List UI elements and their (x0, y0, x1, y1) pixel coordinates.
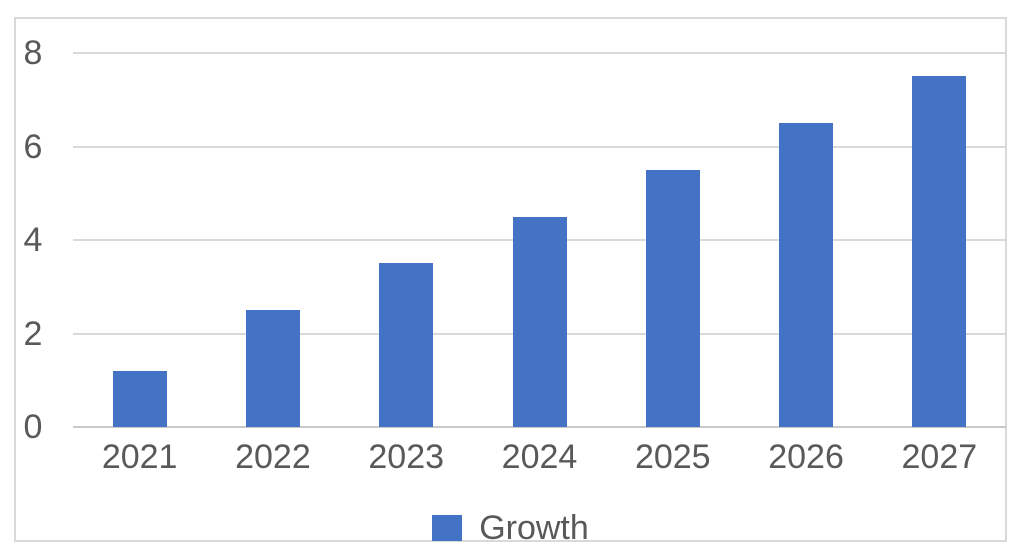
y-axis: 0 2 4 6 8 (18, 34, 58, 446)
x-tick-label-2027: 2027 (901, 438, 978, 476)
x-tick-label-2023: 2023 (368, 438, 445, 476)
plot-area (73, 52, 1006, 428)
bar-2023 (379, 263, 434, 427)
y-tick-label-6: 6 (23, 127, 43, 166)
legend-swatch-growth (432, 515, 463, 541)
y-tick-label-8: 8 (23, 34, 43, 72)
gridline-0 (73, 426, 1006, 428)
x-tick-label-2024: 2024 (501, 438, 578, 476)
bar-2025 (645, 169, 700, 427)
x-tick-label-2025: 2025 (634, 438, 711, 476)
x-tick-label-2021: 2021 (101, 438, 178, 476)
y-tick-label-4: 4 (23, 221, 43, 259)
x-tick-label-2026: 2026 (768, 438, 844, 476)
y-tick-label-2: 2 (23, 314, 43, 353)
legend-label-growth: Growth (479, 509, 589, 547)
bar-2024 (512, 216, 567, 427)
x-tick-label-2022: 2022 (235, 438, 311, 476)
gridline-6 (73, 145, 1006, 148)
gridline-8 (73, 52, 1006, 54)
bar-2026 (779, 123, 834, 427)
bar-2021 (112, 370, 167, 427)
legend: Growth (16, 507, 1005, 549)
x-axis: 2021 2022 2023 2024 2025 2026 2027 (73, 437, 1006, 477)
chart-frame: 0 2 4 6 8 2021 2022 2023 2024 2025 2026 2027 Growt… (14, 17, 1007, 547)
y-tick-label-0: 0 (23, 408, 43, 446)
bar-2022 (245, 310, 300, 427)
bar-2027 (912, 76, 967, 427)
